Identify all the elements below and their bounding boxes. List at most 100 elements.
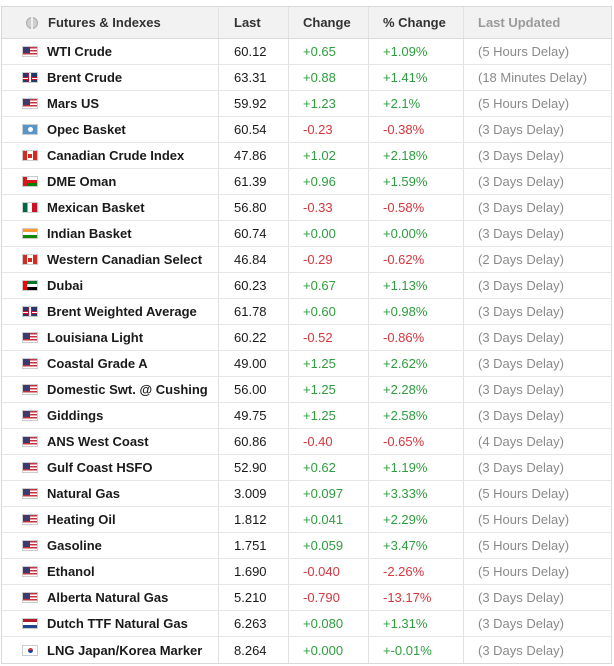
last-updated-value: (5 Hours Delay) (478, 512, 570, 527)
table-row[interactable]: Brent Crude 63.31 +0.88 +1.41% (18 Minutes D… (2, 65, 611, 91)
table-row[interactable]: Giddings 49.75 +1.25 +2.58% (3 Days Delay) (2, 403, 611, 429)
commodity-name[interactable]: Gasoline (47, 538, 102, 553)
commodity-cell[interactable]: Gulf Coast HSFO (2, 455, 219, 480)
commodity-name[interactable]: Gulf Coast HSFO (47, 460, 153, 475)
commodity-cell[interactable]: Coastal Grade A (2, 351, 219, 376)
table-row[interactable]: ANS West Coast 60.86 -0.40 -0.65% (4 Days De… (2, 429, 611, 455)
commodity-name[interactable]: Alberta Natural Gas (47, 590, 169, 605)
last-updated-value: (5 Hours Delay) (478, 44, 570, 59)
table-row[interactable]: Dubai 60.23 +0.67 +1.13% (3 Days Delay) (2, 273, 611, 299)
table-row[interactable]: Indian Basket 60.74 +0.00 +0.00% (3 Days Del… (2, 221, 611, 247)
commodity-cell[interactable]: Canadian Crude Index (2, 143, 219, 168)
header-change[interactable]: Change (289, 7, 369, 38)
commodity-name[interactable]: Dubai (47, 278, 84, 293)
commodity-cell[interactable]: Gasoline (2, 533, 219, 558)
commodity-cell[interactable]: Indian Basket (2, 221, 219, 246)
commodity-cell[interactable]: Mexican Basket (2, 195, 219, 220)
table-row[interactable]: WTI Crude 60.12 +0.65 +1.09% (5 Hours Delay) (2, 39, 611, 65)
commodity-cell[interactable]: Giddings (2, 403, 219, 428)
commodity-cell[interactable]: ANS West Coast (2, 429, 219, 454)
flag-us-icon (22, 514, 38, 525)
table-row[interactable]: Louisiana Light 60.22 -0.52 -0.86% (3 Days D… (2, 325, 611, 351)
commodity-cell[interactable]: Louisiana Light (2, 325, 219, 350)
commodity-name[interactable]: Opec Basket (47, 122, 126, 137)
commodity-cell[interactable]: Mars US (2, 91, 219, 116)
table-row[interactable]: Brent Weighted Average 61.78 +0.60 +0.98% (3… (2, 299, 611, 325)
commodity-cell[interactable]: Natural Gas (2, 481, 219, 506)
pct-change-value: -13.17% (369, 585, 464, 610)
commodity-name[interactable]: Louisiana Light (47, 330, 144, 345)
commodity-name[interactable]: Western Canadian Select (47, 252, 203, 267)
table-row[interactable]: Mars US 59.92 +1.23 +2.1% (5 Hours Delay) (2, 91, 611, 117)
commodity-name[interactable]: Brent Crude (47, 70, 123, 85)
commodity-name[interactable]: Domestic Swt. @ Cushing (47, 382, 208, 397)
table-row[interactable]: LNG Japan/Korea Marker 8.264 +0.000 +-0.01%… (2, 637, 611, 663)
header-name-cell[interactable]: Futures & Indexes (2, 7, 219, 38)
last-price: 46.84 (219, 247, 289, 272)
last-price: 47.86 (219, 143, 289, 168)
last-updated-value: (3 Days Delay) (478, 304, 564, 319)
header-last[interactable]: Last (219, 7, 289, 38)
last-updated-value: (3 Days Delay) (478, 174, 564, 189)
commodity-cell[interactable]: LNG Japan/Korea Marker (2, 637, 219, 663)
commodity-name[interactable]: Dutch TTF Natural Gas (47, 616, 188, 631)
header-last-updated[interactable]: Last Updated (478, 15, 561, 30)
table-row[interactable]: Coastal Grade A 49.00 +1.25 +2.62% (3 Days D… (2, 351, 611, 377)
commodity-cell[interactable]: WTI Crude (2, 39, 219, 64)
last-price: 56.00 (219, 377, 289, 402)
table-row[interactable]: DME Oman 61.39 +0.96 +1.59% (3 Days Delay) (2, 169, 611, 195)
commodity-cell[interactable]: Dubai (2, 273, 219, 298)
commodity-name[interactable]: Mars US (47, 96, 100, 111)
commodity-cell[interactable]: DME Oman (2, 169, 219, 194)
commodity-name[interactable]: WTI Crude (47, 44, 112, 59)
change-value: +1.02 (289, 143, 369, 168)
commodity-cell[interactable]: Brent Weighted Average (2, 299, 219, 324)
commodity-name[interactable]: Ethanol (47, 564, 95, 579)
table-row[interactable]: Gulf Coast HSFO 52.90 +0.62 +1.19% (3 Days D… (2, 455, 611, 481)
commodity-cell[interactable]: Brent Crude (2, 65, 219, 90)
change-value: +0.88 (289, 65, 369, 90)
commodity-cell[interactable]: Alberta Natural Gas (2, 585, 219, 610)
table-row[interactable]: Ethanol 1.690 -0.040 -2.26% (5 Hours Delay) (2, 559, 611, 585)
pct-change-value: -0.58% (369, 195, 464, 220)
commodity-name[interactable]: Giddings (47, 408, 104, 423)
header-pct-change[interactable]: % Change (369, 7, 464, 38)
last-updated-value: (3 Days Delay) (478, 616, 564, 631)
table-row[interactable]: Dutch TTF Natural Gas 6.263 +0.080 +1.31% (3… (2, 611, 611, 637)
table-row[interactable]: Natural Gas 3.009 +0.097 +3.33% (5 Hours Del… (2, 481, 611, 507)
table-row[interactable]: Opec Basket 60.54 -0.23 -0.38% (3 Days Delay… (2, 117, 611, 143)
commodity-cell[interactable]: Domestic Swt. @ Cushing (2, 377, 219, 402)
pct-change-value: +1.41% (369, 65, 464, 90)
commodity-name[interactable]: Brent Weighted Average (47, 304, 197, 319)
table-row[interactable]: Heating Oil 1.812 +0.041 +2.29% (5 Hours Del… (2, 507, 611, 533)
commodity-cell[interactable]: Heating Oil (2, 507, 219, 532)
pct-change-value: +3.47% (369, 533, 464, 558)
commodity-cell[interactable]: Dutch TTF Natural Gas (2, 611, 219, 636)
commodity-name[interactable]: Heating Oil (47, 512, 116, 527)
table-row[interactable]: Domestic Swt. @ Cushing 56.00 +1.25 +2.28% (… (2, 377, 611, 403)
table-row[interactable]: Gasoline 1.751 +0.059 +3.47% (5 Hours Delay) (2, 533, 611, 559)
flag-kr-icon (22, 644, 38, 656)
change-value: +0.65 (289, 39, 369, 64)
commodity-name[interactable]: DME Oman (47, 174, 117, 189)
pct-change-value: +2.18% (369, 143, 464, 168)
commodity-name[interactable]: Canadian Crude Index (47, 148, 185, 163)
commodity-name[interactable]: Mexican Basket (47, 200, 145, 215)
commodity-name[interactable]: ANS West Coast (47, 434, 149, 449)
table-row[interactable]: Alberta Natural Gas 5.210 -0.790 -13.17% (3 … (2, 585, 611, 611)
commodity-cell[interactable]: Opec Basket (2, 117, 219, 142)
change-value: +1.25 (289, 351, 369, 376)
flag-opec-icon (22, 124, 38, 135)
commodity-name[interactable]: LNG Japan/Korea Marker (47, 642, 203, 658)
commodity-name[interactable]: Coastal Grade A (47, 356, 148, 371)
commodity-name[interactable]: Indian Basket (47, 226, 132, 241)
last-price: 60.86 (219, 429, 289, 454)
table-row[interactable]: Mexican Basket 56.80 -0.33 -0.58% (3 Days De… (2, 195, 611, 221)
table-row[interactable]: Canadian Crude Index 47.86 +1.02 +2.18% (3 D… (2, 143, 611, 169)
commodity-name[interactable]: Natural Gas (47, 486, 120, 501)
commodity-cell[interactable]: Ethanol (2, 559, 219, 584)
pct-change-value: +2.1% (369, 91, 464, 116)
table-row[interactable]: Western Canadian Select 46.84 -0.29 -0.62% (… (2, 247, 611, 273)
last-updated-value: (3 Days Delay) (478, 330, 564, 345)
commodity-cell[interactable]: Western Canadian Select (2, 247, 219, 272)
